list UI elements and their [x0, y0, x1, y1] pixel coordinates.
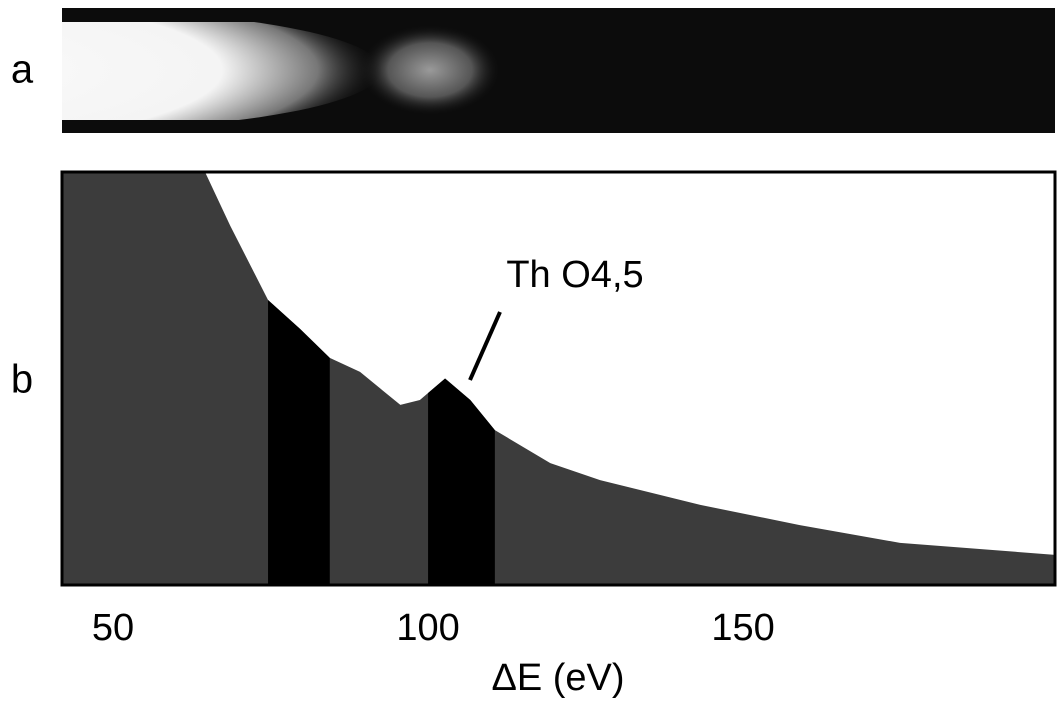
panel-label: b	[11, 358, 33, 402]
x-tick-label: 50	[92, 607, 134, 649]
x-tick-label: 100	[396, 607, 459, 649]
x-tick-label: 150	[711, 607, 774, 649]
annotation: Th O4,5	[506, 254, 643, 296]
plot-frame	[60, 170, 1057, 587]
panel-label: a	[11, 48, 34, 92]
x-axis-label: ΔE (eV)	[491, 657, 624, 699]
panel-a-image	[62, 8, 1055, 133]
annotation-pointer	[468, 311, 502, 381]
